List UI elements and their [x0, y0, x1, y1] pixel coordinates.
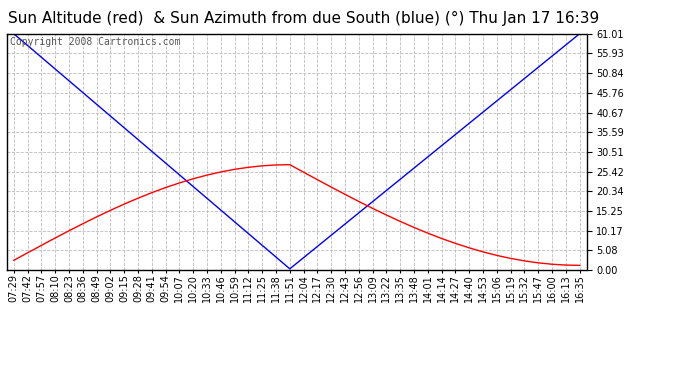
Text: Copyright 2008 Cartronics.com: Copyright 2008 Cartronics.com	[10, 37, 180, 47]
Text: Sun Altitude (red)  & Sun Azimuth from due South (blue) (°) Thu Jan 17 16:39: Sun Altitude (red) & Sun Azimuth from du…	[8, 11, 599, 26]
